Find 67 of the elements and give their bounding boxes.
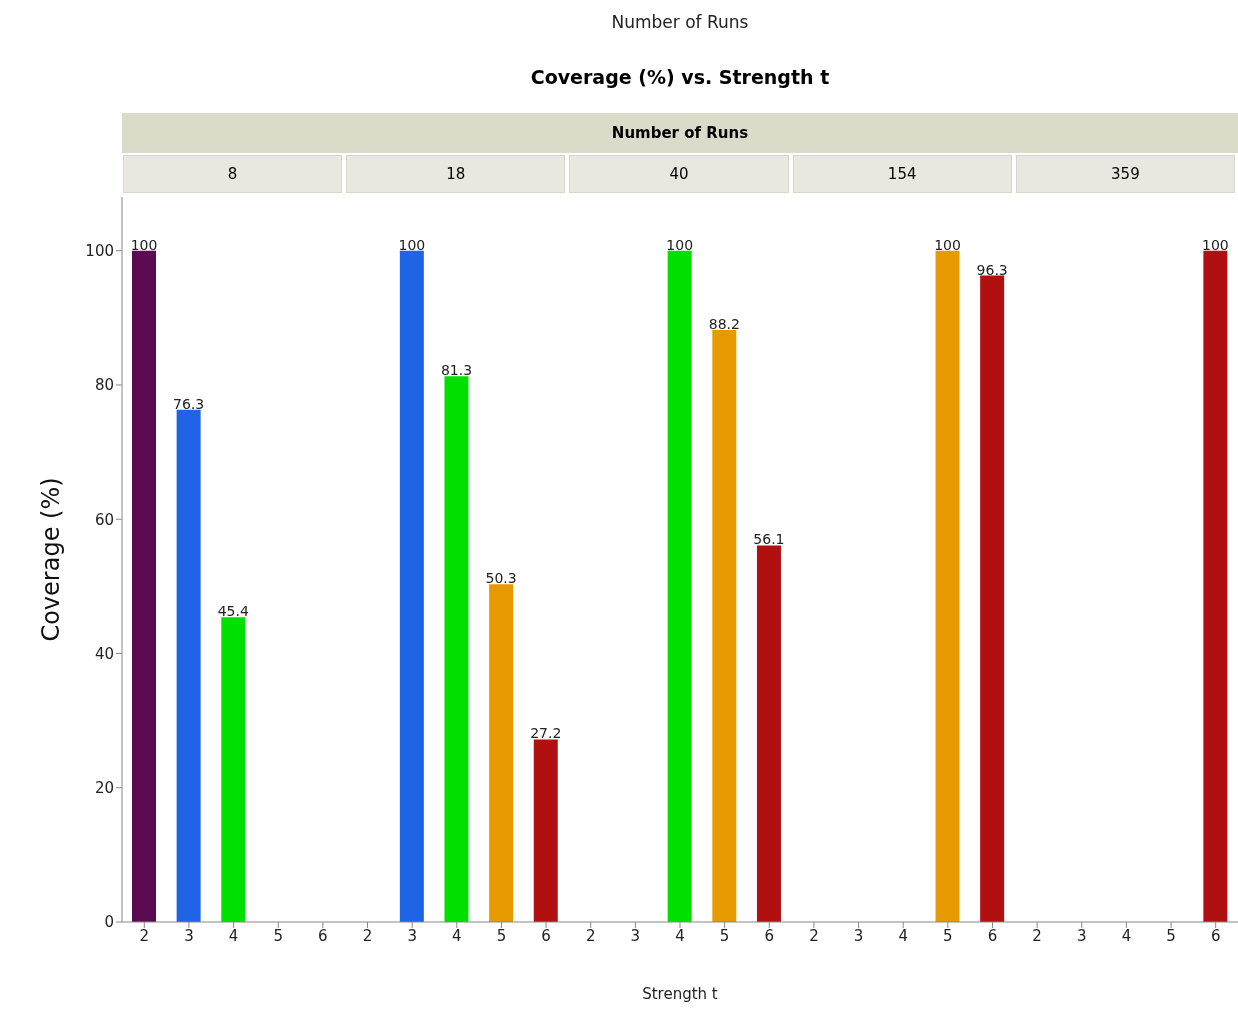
- x-tick-label: 5: [496, 926, 507, 945]
- bar: [935, 250, 960, 922]
- x-tick-label: 3: [1076, 926, 1087, 945]
- x-tick-label: 2: [809, 926, 819, 945]
- x-tick-label: 5: [719, 926, 730, 945]
- bar: [667, 250, 692, 922]
- x-tick-label: 6: [987, 926, 998, 945]
- y-tick-label: 80: [94, 376, 114, 395]
- x-tick-label: 5: [273, 926, 284, 945]
- bar: [399, 250, 424, 922]
- text: 8: [123, 155, 343, 193]
- bar: [1203, 250, 1228, 922]
- data-label: 88.2: [708, 315, 740, 332]
- y-tick-label: 40: [94, 644, 114, 663]
- bar: [489, 584, 514, 922]
- x-tick-label: 3: [407, 926, 417, 945]
- bar: [756, 545, 781, 922]
- bar: [444, 376, 469, 922]
- x-tick-label: 2: [139, 926, 150, 945]
- bar: [132, 250, 156, 922]
- text: Number of Runs: [122, 113, 1238, 153]
- text: 359: [1015, 155, 1235, 193]
- data-label: 76.3: [173, 395, 205, 412]
- data-label: 100: [666, 236, 694, 253]
- data-label: 27.2: [530, 725, 562, 742]
- x-tick-label: 5: [943, 926, 953, 945]
- x-tick-label: 2: [362, 926, 373, 945]
- x-tick-label: 3: [630, 926, 641, 945]
- y-tick-label: 20: [94, 779, 114, 798]
- x-tick-label: 2: [585, 926, 596, 945]
- bar: [712, 329, 737, 922]
- text: 154: [792, 155, 1012, 193]
- x-tick-label: 5: [1166, 926, 1176, 945]
- data-label: 96.3: [976, 261, 1008, 278]
- x-tick-label: 6: [318, 926, 328, 945]
- data-label: 100: [1201, 236, 1229, 253]
- y-axis-title: Coverage (%): [36, 477, 65, 642]
- y-tick-label: 100: [85, 242, 114, 261]
- data-label: 100: [934, 236, 961, 253]
- text: 18: [346, 155, 566, 193]
- y-tick-label: 0: [104, 913, 114, 932]
- x-tick-label: 6: [764, 926, 775, 945]
- data-label: 81.3: [440, 362, 473, 379]
- text: 40: [569, 155, 789, 193]
- chart-title: Coverage (%) vs. Strength t: [529, 66, 831, 88]
- x-tick-label: 3: [853, 926, 864, 945]
- data-label: 50.3: [485, 570, 517, 587]
- bar: [221, 617, 246, 922]
- x-tick-label: 6: [1210, 926, 1221, 945]
- x-tick-label: 6: [541, 926, 551, 945]
- bar: [980, 275, 1005, 922]
- x-tick-label: 4: [228, 926, 239, 945]
- data-label: 100: [130, 236, 158, 253]
- data-label: 100: [398, 236, 426, 253]
- bar: [176, 409, 201, 922]
- x-tick-label: 4: [898, 926, 908, 945]
- x-tick-label: 4: [675, 926, 685, 945]
- text: Number of Runs: [610, 12, 750, 32]
- x-tick-label: 3: [184, 926, 194, 945]
- x-tick-label: 4: [452, 926, 462, 945]
- bar: [533, 739, 558, 922]
- y-tick-label: 60: [94, 510, 114, 529]
- data-label: 45.4: [217, 603, 249, 620]
- data-label: 56.1: [753, 531, 785, 548]
- x-tick-label: 4: [1121, 926, 1132, 945]
- x-tick-label: 2: [1032, 926, 1042, 945]
- x-axis-title: Strength t: [642, 985, 718, 1003]
